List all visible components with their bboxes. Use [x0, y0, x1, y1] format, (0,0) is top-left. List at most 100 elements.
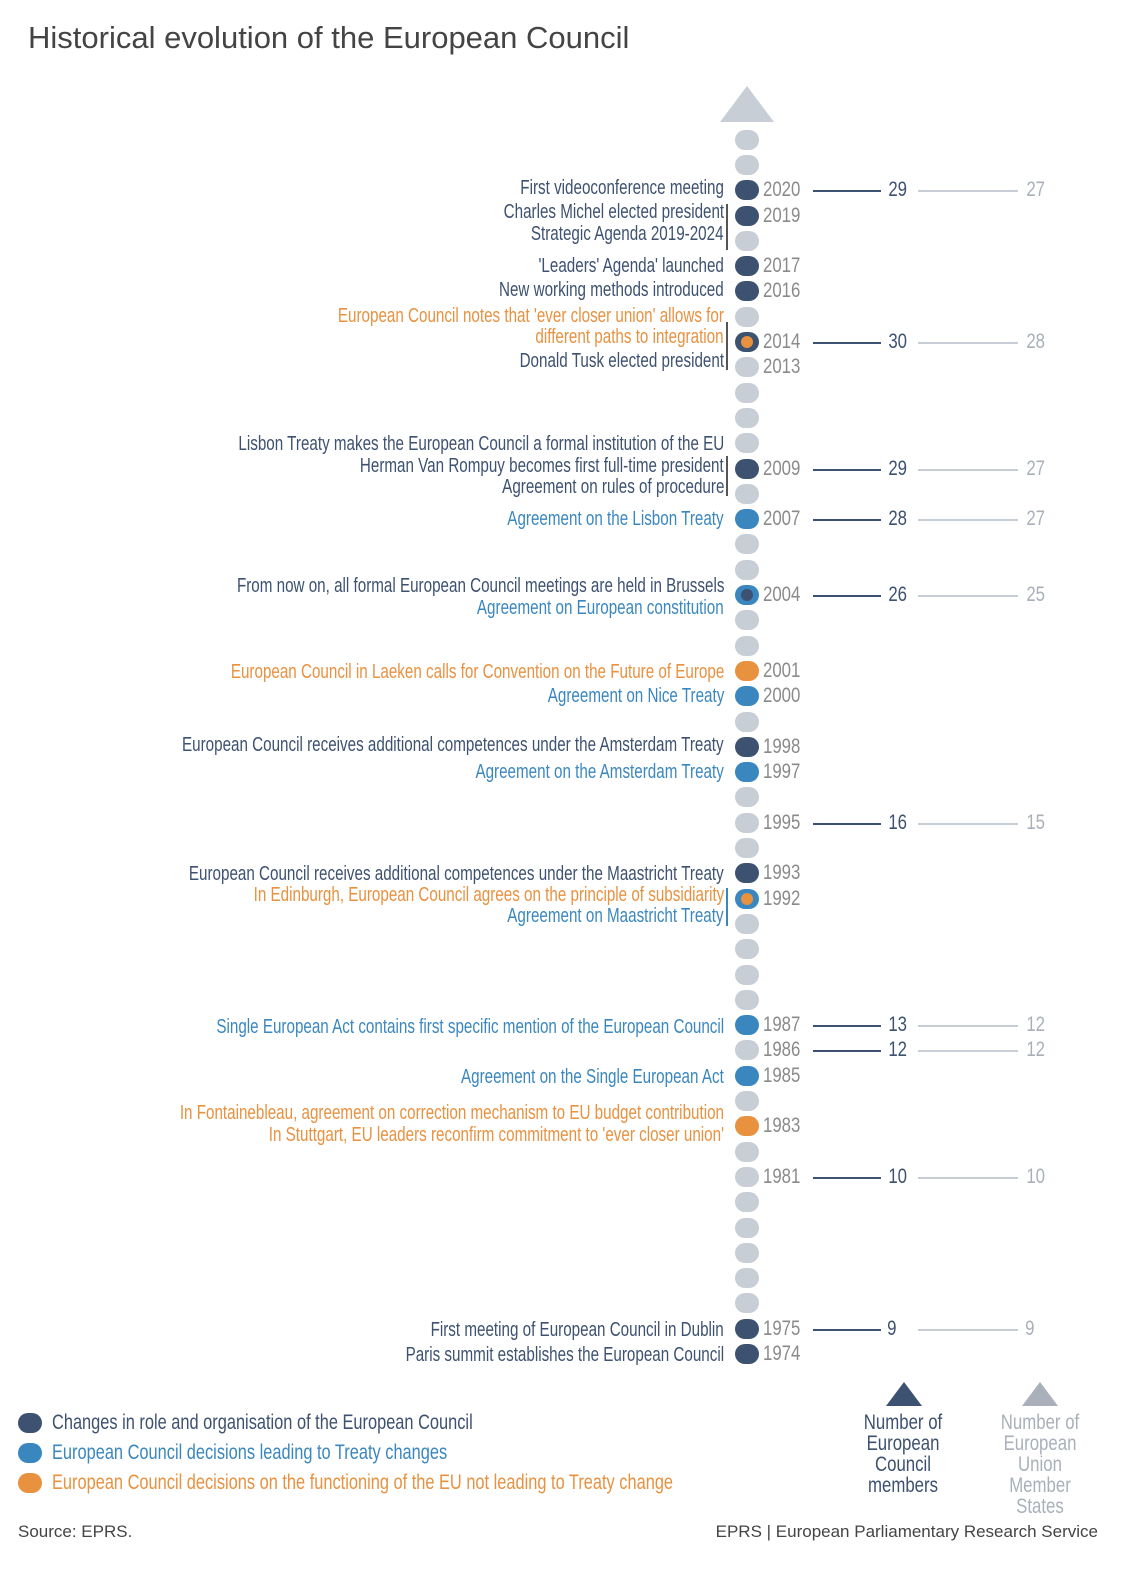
year-label: 1983 [763, 1114, 801, 1138]
page-title: Historical evolution of the European Cou… [28, 20, 630, 55]
timeline-dot [735, 635, 759, 656]
event-label: Agreement on Nice Treaty [547, 685, 724, 707]
council-line [813, 822, 881, 825]
timeline-dot [735, 964, 759, 985]
group-bracket [726, 888, 728, 926]
council-members-count: 13 [888, 1013, 908, 1037]
timeline-dot [735, 1344, 759, 1364]
group-bracket [726, 204, 728, 250]
event-label: 'Leaders' Agenda' launched [538, 255, 724, 277]
council-line [813, 342, 881, 344]
timeline-dot [735, 1015, 759, 1036]
timeline-dot [735, 154, 759, 175]
member-states-count: 27 [1026, 507, 1046, 531]
council-line [813, 519, 881, 522]
year-label: 1985 [763, 1063, 801, 1087]
year-label: 2007 [763, 507, 801, 531]
council-members-count: 9 [887, 1316, 897, 1340]
council-arrow-icon [886, 1382, 922, 1406]
timeline-dot [735, 382, 759, 403]
council-line [813, 595, 881, 597]
source-note: Source: EPRS. [18, 1522, 133, 1541]
council-members-header: Number of European Council members [863, 1411, 943, 1497]
timeline-dot [735, 863, 759, 884]
year-label: 2016 [763, 279, 801, 303]
year-label: 2019 [763, 203, 801, 227]
timeline-dot [735, 787, 759, 808]
event-label: Single European Act contains first speci… [216, 1016, 724, 1038]
member-states-count: 9 [1025, 1316, 1035, 1340]
year-label: 2020 [763, 178, 801, 202]
council-line [813, 1050, 881, 1053]
member-states-count: 10 [1026, 1164, 1046, 1188]
event-label: Paris summit establishes the European Co… [405, 1344, 724, 1366]
dot-inner [741, 589, 753, 601]
timeline-dot [735, 1116, 759, 1137]
year-label: 2001 [763, 658, 801, 682]
timeline-dot [735, 534, 759, 555]
member-states-header: Number of European Union Member States [1000, 1411, 1080, 1518]
timeline-dot [735, 256, 759, 277]
timeline-dot [735, 180, 759, 201]
year-label: 1998 [763, 734, 801, 758]
timeline-dot [735, 433, 759, 454]
timeline-dot [735, 1192, 759, 1213]
event-label: Strategic Agenda 2019-2024 [531, 223, 724, 245]
states-line [918, 1176, 1018, 1179]
timeline-dot [735, 888, 759, 909]
legend-dot [18, 1443, 42, 1463]
timeline-dot [735, 1217, 759, 1238]
council-line [813, 1328, 881, 1331]
states-line [918, 1050, 1018, 1053]
member-states-count: 25 [1026, 583, 1046, 606]
timeline-dot [735, 407, 759, 428]
timeline-dot [735, 129, 759, 150]
member-states-count: 27 [1026, 178, 1046, 202]
member-states-count: 12 [1026, 1013, 1046, 1037]
year-label: 2017 [763, 254, 801, 278]
publisher: EPRS | European Parliamentary Research S… [715, 1522, 1098, 1541]
states-line [918, 190, 1018, 193]
council-members-count: 10 [888, 1164, 908, 1188]
event-label: Lisbon Treaty makes the European Council… [238, 433, 724, 455]
states-line [918, 1025, 1018, 1028]
member-states-count: 15 [1026, 810, 1046, 834]
event-label: In Edinburgh, European Council agrees on… [253, 884, 724, 906]
year-label: 1992 [763, 886, 801, 910]
timeline-dot [735, 913, 759, 934]
states-line [918, 595, 1018, 597]
timeline-dot [735, 306, 759, 327]
timeline-dot [735, 686, 759, 707]
timeline-dot [735, 1040, 759, 1061]
event-label: Agreement on Maastricht Treaty [507, 905, 724, 927]
council-line [813, 1176, 881, 1179]
timeline-dot [735, 660, 759, 681]
timeline-dot [735, 509, 759, 530]
dot-inner [741, 892, 753, 905]
member-states-count: 12 [1026, 1038, 1046, 1062]
timeline-dot [735, 205, 759, 226]
year-label: 1995 [763, 810, 801, 834]
year-label: 2000 [763, 684, 801, 708]
timeline-dot [735, 610, 759, 631]
timeline-dot [735, 1166, 759, 1187]
timeline-dot [735, 812, 759, 833]
timeline-dot [735, 281, 759, 302]
timeline-dot [735, 585, 759, 605]
states-line [918, 342, 1018, 344]
council-line [813, 468, 881, 471]
timeline-dot [735, 357, 759, 378]
event-label: Charles Michel elected president [503, 201, 724, 223]
legend-item: European Council decisions on the functi… [52, 1471, 674, 1494]
event-label: First meeting of European Council in Dub… [430, 1319, 724, 1341]
event-label: Agreement on the Amsterdam Treaty [475, 761, 724, 783]
year-label: 2014 [763, 330, 801, 353]
member-states-count: 27 [1026, 456, 1046, 480]
legend-dot [18, 1473, 42, 1493]
year-label: 2004 [763, 583, 801, 606]
timeline-dot [735, 939, 759, 960]
timeline-dot [735, 230, 759, 251]
event-label: European Council notes that 'ever closer… [337, 305, 724, 327]
council-members-count: 29 [888, 178, 908, 202]
timeline-dot [735, 1091, 759, 1111]
